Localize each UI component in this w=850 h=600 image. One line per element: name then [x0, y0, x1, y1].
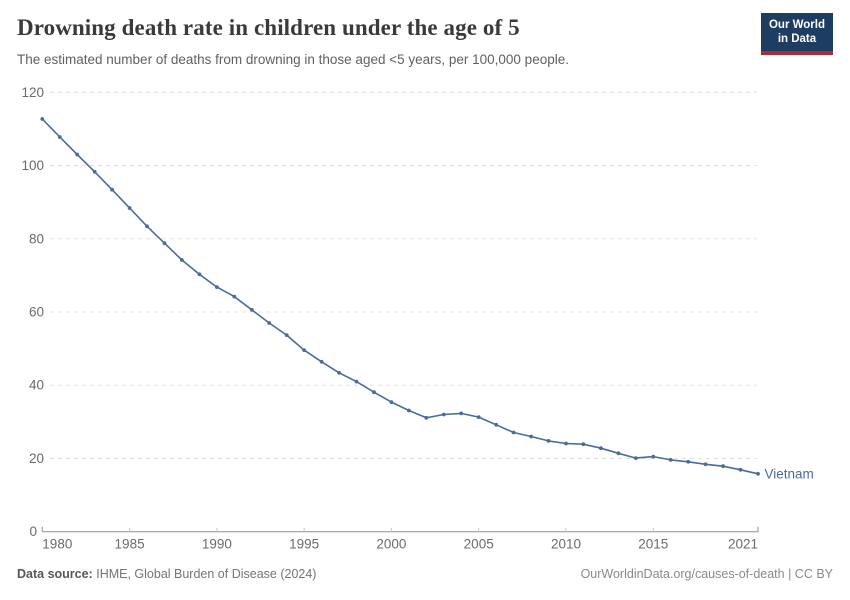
- data-point-marker[interactable]: [284, 333, 289, 337]
- data-point-marker[interactable]: [476, 415, 481, 419]
- data-point-marker[interactable]: [215, 285, 219, 289]
- data-point-marker[interactable]: [721, 464, 725, 469]
- x-axis-tick-label: 1990: [202, 537, 232, 552]
- y-axis-tick-label: 0: [29, 524, 37, 539]
- data-point-marker[interactable]: [564, 441, 568, 446]
- owid-logo[interactable]: Our World in Data: [760, 13, 833, 55]
- data-point-marker[interactable]: [407, 408, 411, 413]
- y-axis-tick-label: 120: [21, 85, 44, 100]
- x-axis-tick-label: 1980: [42, 537, 72, 552]
- data-point-marker[interactable]: [75, 152, 80, 157]
- data-point-marker[interactable]: [127, 206, 132, 210]
- data-point-marker[interactable]: [633, 456, 638, 460]
- data-point-marker[interactable]: [354, 379, 359, 384]
- data-point-marker[interactable]: [372, 390, 376, 395]
- data-point-marker[interactable]: [145, 224, 149, 229]
- data-source-label: Data source:: [17, 567, 93, 581]
- data-point-marker[interactable]: [441, 412, 446, 417]
- owid-logo-line2: in Data: [777, 33, 817, 46]
- data-point-marker[interactable]: [703, 462, 708, 467]
- x-axis-tick-label: 2005: [464, 537, 494, 552]
- y-axis-tick-label: 80: [29, 231, 44, 246]
- data-source-value: IHME, Global Burden of Disease (2024): [96, 567, 317, 581]
- data-point-marker[interactable]: [337, 370, 341, 375]
- data-point-marker[interactable]: [249, 307, 254, 312]
- series-end-label[interactable]: Vietnam: [765, 466, 814, 481]
- data-point-marker[interactable]: [302, 348, 306, 352]
- data-point-marker[interactable]: [529, 434, 533, 439]
- data-point-marker[interactable]: [756, 471, 760, 476]
- y-axis-tick-label: 20: [29, 451, 44, 466]
- owid-logo-line1: Our World: [768, 19, 825, 31]
- y-axis-tick-label: 40: [29, 378, 44, 393]
- data-point-marker[interactable]: [494, 422, 499, 427]
- data-point-marker[interactable]: [389, 400, 394, 404]
- data-point-marker[interactable]: [180, 258, 184, 262]
- data-point-marker[interactable]: [459, 411, 464, 416]
- data-point-marker[interactable]: [40, 117, 45, 121]
- data-point-marker[interactable]: [651, 454, 656, 459]
- data-point-marker[interactable]: [546, 439, 551, 443]
- x-axis-tick-label: 1985: [115, 537, 145, 552]
- y-axis-tick-label: 60: [29, 305, 44, 320]
- data-point-marker[interactable]: [511, 430, 516, 435]
- data-point-marker[interactable]: [197, 272, 202, 277]
- data-point-marker[interactable]: [319, 359, 324, 364]
- data-point-marker[interactable]: [668, 458, 673, 462]
- data-point-marker[interactable]: [686, 459, 691, 464]
- x-axis-tick-label: 2010: [551, 537, 581, 552]
- x-axis-tick-label: 2000: [376, 537, 406, 552]
- data-point-marker[interactable]: [738, 467, 743, 472]
- x-axis-tick-label: 2021: [728, 537, 758, 552]
- data-point-marker[interactable]: [110, 187, 114, 192]
- data-point-marker[interactable]: [616, 451, 621, 456]
- data-point-marker[interactable]: [424, 415, 429, 420]
- data-point-marker[interactable]: [267, 321, 272, 325]
- data-point-marker[interactable]: [232, 294, 237, 299]
- y-axis-tick-label: 100: [21, 158, 44, 173]
- credit-link[interactable]: OurWorldinData.org/causes-of-death | CC …: [580, 567, 833, 581]
- data-point-marker[interactable]: [581, 442, 586, 447]
- chart-subtitle: The estimated number of deaths from drow…: [17, 52, 569, 67]
- data-point-marker[interactable]: [92, 169, 97, 174]
- x-axis-tick-label: 1995: [289, 537, 319, 552]
- series-line[interactable]: [41, 118, 759, 475]
- data-point-marker[interactable]: [57, 135, 62, 139]
- data-source: Data source: IHME, Global Burden of Dise…: [17, 567, 316, 581]
- chart-title: Drowning death rate in children under th…: [17, 15, 520, 40]
- data-point-marker[interactable]: [599, 446, 603, 451]
- x-axis-tick-label: 2015: [638, 537, 668, 552]
- data-point-marker[interactable]: [162, 241, 167, 246]
